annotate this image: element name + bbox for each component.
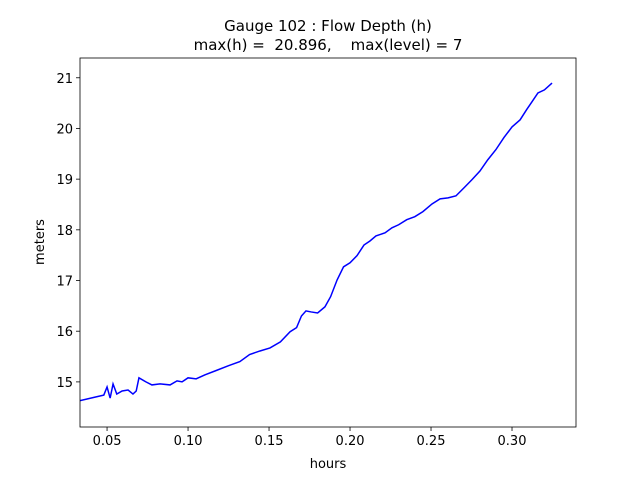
y-tick-label: 21 <box>56 72 73 87</box>
chart-title: Gauge 102 : Flow Depth (h) <box>224 17 432 35</box>
y-tick-label: 15 <box>56 376 73 391</box>
x-tick-label: 0.15 <box>255 434 284 449</box>
y-tick-label: 18 <box>56 224 73 239</box>
data-line <box>80 82 553 402</box>
x-tick-label: 0.25 <box>417 434 446 449</box>
y-axis-label: meters <box>33 219 48 265</box>
plot-frame <box>79 57 577 428</box>
x-tick-label: 0.20 <box>336 434 365 449</box>
x-tick-label: 0.30 <box>498 434 527 449</box>
y-tick-label: 20 <box>56 122 73 137</box>
x-tick-label: 0.05 <box>93 434 122 449</box>
y-tick-label: 17 <box>56 275 73 290</box>
x-axis-label: hours <box>310 457 347 472</box>
y-tick-label: 16 <box>56 325 73 340</box>
x-tick-label: 0.10 <box>174 434 203 449</box>
y-tick-label: 19 <box>56 173 73 188</box>
chart-subtitle: max(h) = 20.896, max(level) = 7 <box>194 36 463 54</box>
